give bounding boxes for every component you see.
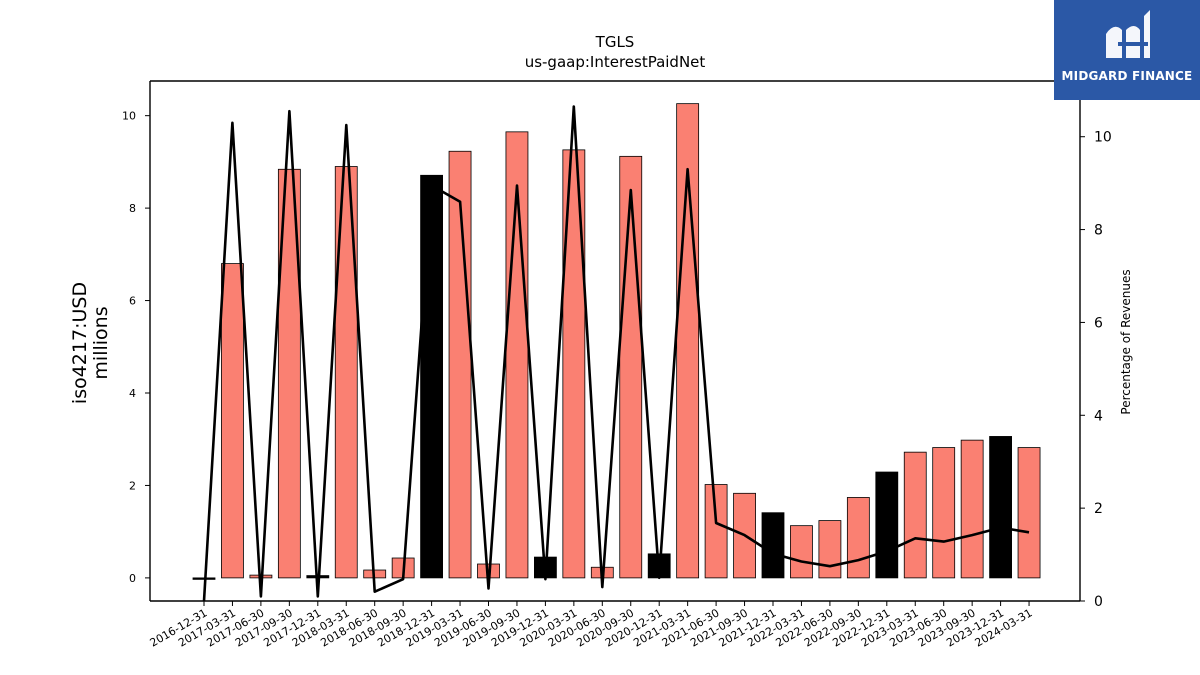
bar-2021-06-30	[704, 484, 728, 579]
bar-2023-09-30	[960, 439, 984, 579]
y-tick-label-left-2: 2	[129, 479, 136, 492]
bar-2022-12-31	[875, 471, 899, 579]
bar-2023-06-30	[932, 447, 956, 579]
percentage-of-revenues-line	[202, 105, 1030, 602]
bar-2022-06-30	[818, 520, 842, 579]
y-tick-label-left-4: 4	[129, 387, 136, 400]
bars-group	[192, 103, 1041, 580]
bar-2024-03-31	[1017, 447, 1041, 579]
percentage-line-group	[202, 105, 1030, 602]
chart-title: TGLS	[595, 33, 635, 51]
bar-2021-12-31	[761, 512, 785, 579]
bar-2023-12-31	[989, 436, 1012, 579]
y-tick-label-right-0: 0	[1094, 594, 1103, 610]
y-tick-label-right-2: 2	[1094, 501, 1103, 517]
y-tick-label-left-8: 8	[129, 202, 136, 215]
y-tick-label-left-6: 6	[129, 295, 136, 308]
y-tick-label-right-10: 10	[1094, 130, 1112, 146]
bar-2022-09-30	[846, 497, 870, 579]
bar-2017-03-31	[221, 263, 244, 579]
chart-subtitle: us-gaap:InterestPaidNet	[525, 53, 706, 71]
y-tick-label-right-8: 8	[1094, 223, 1103, 239]
bar-2018-03-31	[334, 166, 358, 579]
y-axis-label-left-line2: millions	[90, 306, 112, 379]
y-tick-label-left-10: 10	[122, 110, 136, 123]
bar-2020-03-31	[562, 149, 586, 579]
logo-text: MIDGARD FINANCE	[1061, 69, 1193, 83]
y-axis-label-right: Percentage of Revenues	[1119, 269, 1133, 414]
bar-2017-09-30	[277, 168, 301, 579]
brand-logo: MIDGARD FINANCE	[1054, 0, 1200, 100]
y-axis-label-left-line1: iso4217:USD	[69, 282, 91, 404]
y-tick-label-right-4: 4	[1094, 408, 1103, 424]
bar-2022-03-31	[790, 525, 813, 579]
logo-mark-icon	[1054, 0, 1200, 100]
y-tick-label-left-0: 0	[129, 572, 136, 585]
y-tick-label-right-6: 6	[1094, 315, 1103, 331]
bar-2020-09-30	[619, 155, 643, 579]
bar-2023-03-31	[903, 451, 927, 579]
bar-2018-12-31	[420, 174, 444, 579]
